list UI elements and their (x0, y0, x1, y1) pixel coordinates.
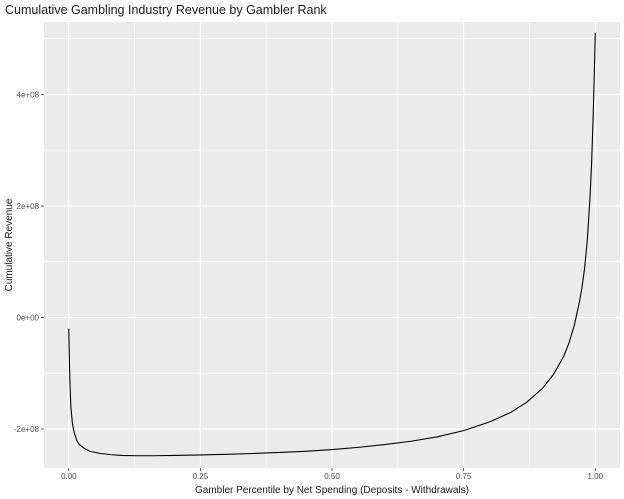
x-tick-label: 1.00 (587, 472, 603, 481)
cumulative-revenue-line (68, 33, 596, 457)
x-tick-label: 0.50 (324, 472, 340, 481)
x-axis: 0.00 0.25 0.50 0.75 1.00 (61, 468, 604, 481)
major-gridlines (44, 22, 620, 468)
y-tick-label: -2e+08 (14, 425, 40, 434)
y-tick-label: 4e+08 (17, 90, 40, 99)
y-tick-label: 0e+00 (17, 313, 40, 322)
y-tick-label: 2e+08 (17, 202, 40, 211)
x-tick-label: 0.75 (456, 472, 472, 481)
y-axis: -2e+08 0e+00 2e+08 4e+08 (14, 90, 44, 434)
y-axis-title: Cumulative Revenue (4, 198, 15, 291)
x-axis-title: Gambler Percentile by Net Spending (Depo… (195, 485, 469, 496)
x-tick-label: 0.25 (193, 472, 209, 481)
x-tick-label: 0.00 (61, 472, 77, 481)
chart-title: Cumulative Gambling Industry Revenue by … (5, 3, 327, 17)
